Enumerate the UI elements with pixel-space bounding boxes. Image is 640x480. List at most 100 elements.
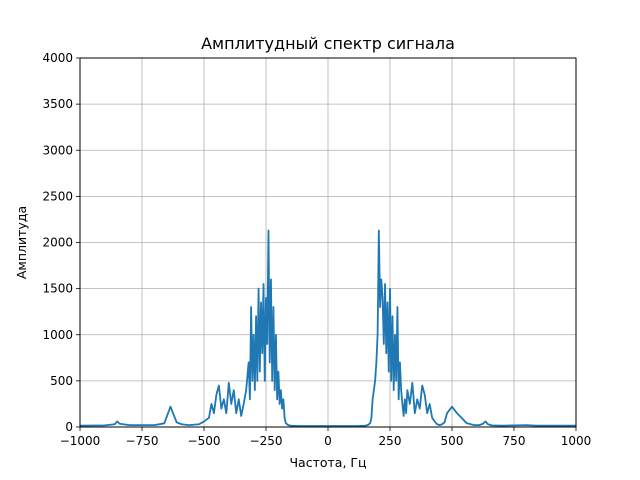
data-point [378, 229, 380, 232]
data-point [446, 412, 448, 414]
data-point [250, 306, 252, 308]
data-point [456, 412, 458, 414]
data-point [235, 412, 237, 414]
data-point [395, 380, 397, 382]
data-point [220, 407, 222, 410]
data-point [188, 424, 190, 426]
data-point [210, 403, 213, 405]
data-point [269, 361, 271, 364]
data-point [379, 306, 381, 308]
data-point [400, 389, 402, 391]
data-point [260, 301, 262, 304]
data-point [251, 380, 253, 382]
data-point [253, 334, 255, 336]
data-point [282, 398, 284, 400]
data-point [466, 422, 468, 424]
data-point [482, 423, 484, 425]
data-point [230, 403, 232, 405]
x-tick-label: 750 [503, 434, 526, 448]
y-tick-label: 0 [65, 420, 73, 434]
grid [79, 57, 577, 428]
data-point [386, 301, 389, 304]
y-tick-label: 1500 [42, 282, 73, 296]
data-point [213, 412, 215, 414]
x-axis-label: Частота, Гц [289, 455, 366, 470]
data-point [264, 380, 266, 382]
data-point [261, 352, 263, 354]
data-point [416, 398, 418, 400]
data-point [431, 417, 433, 419]
data-point [203, 420, 205, 423]
data-point [327, 425, 329, 427]
data-point [421, 384, 423, 387]
data-point [163, 422, 165, 424]
data-point [275, 334, 277, 336]
x-tick-label: −250 [250, 434, 283, 448]
data-point [233, 389, 235, 391]
data-point [243, 403, 245, 405]
data-point [119, 423, 121, 425]
data-point [257, 288, 260, 290]
data-point [337, 425, 339, 427]
data-point [424, 394, 426, 396]
data-point [285, 422, 287, 424]
y-tick-label: 4000 [42, 51, 73, 65]
data-point [287, 424, 289, 426]
data-point [266, 343, 268, 345]
data-point [198, 423, 200, 425]
data-point [228, 382, 230, 384]
data-point [225, 412, 227, 414]
data-point [271, 380, 273, 382]
data-point [272, 306, 275, 308]
y-tick-label: 3000 [42, 143, 73, 157]
data-point [267, 229, 270, 232]
data-point [114, 423, 116, 425]
data-point [429, 403, 431, 405]
data-point [384, 283, 386, 285]
data-point [249, 398, 251, 400]
data-point [116, 420, 118, 423]
data-point [167, 412, 169, 414]
y-tick-label: 2500 [42, 189, 73, 203]
data-point [451, 406, 453, 408]
data-point [176, 421, 178, 423]
data-point [347, 425, 349, 427]
data-point [215, 394, 217, 396]
data-point [414, 412, 416, 414]
data-point [396, 306, 399, 308]
data-point [248, 361, 250, 364]
data-point [441, 423, 443, 425]
x-tick-label: −750 [126, 434, 159, 448]
data-point [487, 423, 489, 425]
y-tick-label: 3500 [42, 97, 73, 111]
data-point [357, 425, 359, 427]
data-point [550, 425, 552, 427]
data-point [478, 424, 480, 426]
data-point [290, 425, 292, 427]
y-axis: 0 500 1000 1500 2000 2500 3000 3500 4000 [42, 51, 80, 434]
data-point [385, 352, 387, 354]
data-point [443, 421, 446, 423]
data-point [399, 361, 401, 364]
data-point [153, 424, 155, 426]
x-tick-label: −500 [188, 434, 221, 448]
data-point [525, 424, 528, 426]
data-point [172, 412, 174, 414]
data-point [406, 389, 408, 391]
data-point [169, 406, 172, 408]
y-tick-label: 2000 [42, 236, 73, 250]
data-point [439, 424, 441, 426]
data-point [390, 380, 392, 382]
data-point [208, 417, 210, 419]
data-point [238, 398, 240, 400]
data-point [254, 389, 256, 391]
data-point [265, 297, 267, 299]
data-point [245, 389, 247, 391]
data-point [409, 403, 411, 405]
data-point [398, 398, 400, 400]
data-point [270, 278, 272, 280]
data-point [218, 384, 220, 387]
y-tick-label: 500 [50, 374, 73, 388]
x-tick-label: 0 [324, 434, 332, 448]
data-point [538, 425, 540, 427]
